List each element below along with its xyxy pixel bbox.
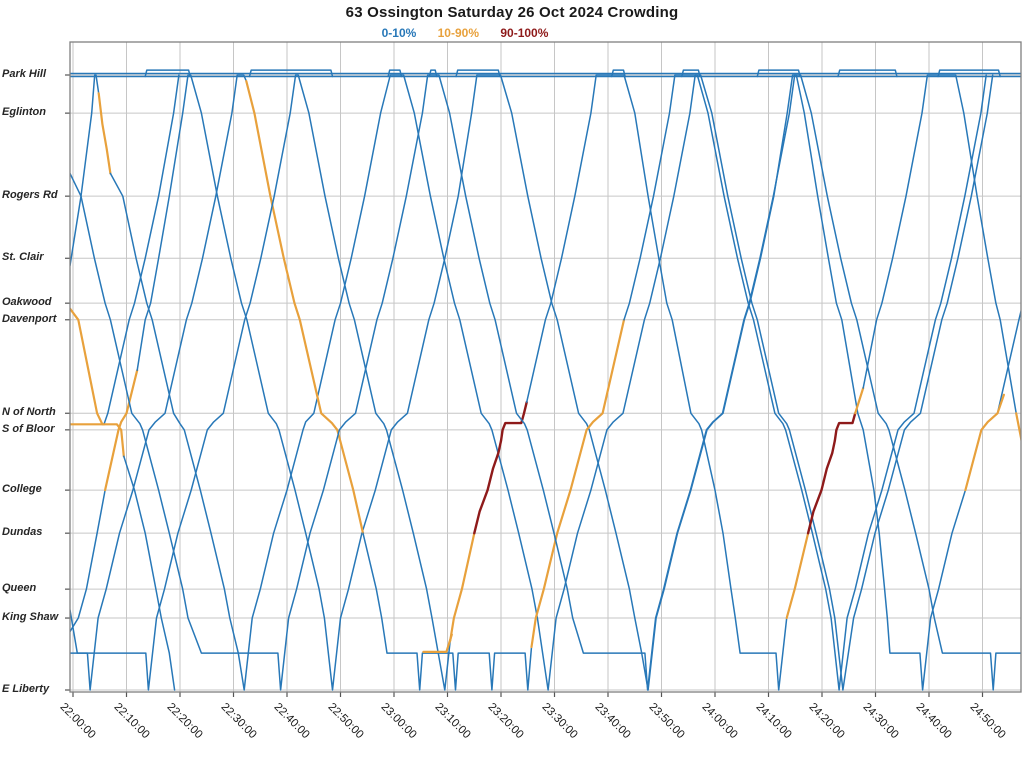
- trip-line-low: [103, 74, 180, 426]
- trip-line-mid: [785, 532, 810, 620]
- plot-border: [69, 41, 1022, 693]
- trip-line-low: [428, 69, 438, 78]
- trip-line-mid: [103, 369, 139, 492]
- stop-label-n-of-north: N of North: [2, 406, 56, 419]
- trip-line-mid: [97, 92, 112, 175]
- trip-line-low: [362, 532, 533, 691]
- trip-line-low: [387, 69, 403, 78]
- trip-line-low: [937, 69, 1001, 78]
- stop-label-davenport: Davenport: [2, 312, 57, 325]
- trip-line-low: [109, 74, 987, 691]
- chart-title: 63 Ossington Saturday 26 Oct 2024 Crowdi…: [345, 4, 679, 21]
- trip-line-mid: [422, 633, 453, 654]
- trip-line-mid: [70, 307, 125, 458]
- legend-item-low: 0-10%: [381, 26, 417, 40]
- trip-line-mid: [854, 386, 865, 415]
- stop-label-college: College: [2, 483, 42, 496]
- legend: 0-10% 10-90% 90-100%: [0, 26, 930, 40]
- trip-line-low: [681, 69, 701, 78]
- stop-label-queen: Queen: [2, 582, 37, 595]
- stop-label-dundas: Dundas: [2, 526, 43, 539]
- trip-line-mid: [449, 532, 476, 642]
- trip-line-low: [70, 74, 248, 691]
- legend-item-high: 90-100%: [500, 26, 549, 40]
- trip-line-low: [756, 69, 801, 78]
- trip-line-low: [610, 69, 626, 78]
- trip-line-low: [70, 74, 451, 691]
- stop-label-oakwood: Oakwood: [2, 296, 52, 309]
- trip-line-mid: [964, 393, 1006, 492]
- stop-label-e-liberty: E Liberty: [2, 683, 50, 695]
- trip-line-low: [837, 69, 898, 78]
- trip-line-low: [248, 69, 334, 78]
- stop-label-s-of-bloor: S of Bloor: [2, 422, 55, 435]
- legend-item-mid: 10-90%: [437, 26, 479, 40]
- trip-line-low: [70, 74, 100, 267]
- trip-line-low: [70, 74, 1021, 691]
- trip-lines: [70, 69, 1021, 691]
- trip-line-low: [525, 74, 788, 691]
- trip-line-low: [144, 69, 191, 78]
- trip-line-low: [123, 455, 176, 691]
- trip-line-low: [136, 74, 1021, 691]
- stop-label-rogers-rd: Rogers Rd: [2, 189, 58, 202]
- trip-line-low: [862, 74, 1017, 415]
- trip-line-low: [455, 69, 501, 78]
- stop-label-park-hill: Park Hill: [2, 68, 47, 80]
- trip-line-high: [806, 412, 857, 535]
- trip-line-low: [623, 74, 994, 691]
- stop-label-king-shaw: King Shaw: [2, 611, 59, 624]
- trip-line-mid: [245, 79, 365, 535]
- stop-label-eglinton: Eglinton: [2, 106, 46, 119]
- stop-label-st-clair: St. Clair: [2, 251, 44, 264]
- trip-line-mid: [530, 318, 626, 649]
- trip-line-low: [70, 489, 106, 633]
